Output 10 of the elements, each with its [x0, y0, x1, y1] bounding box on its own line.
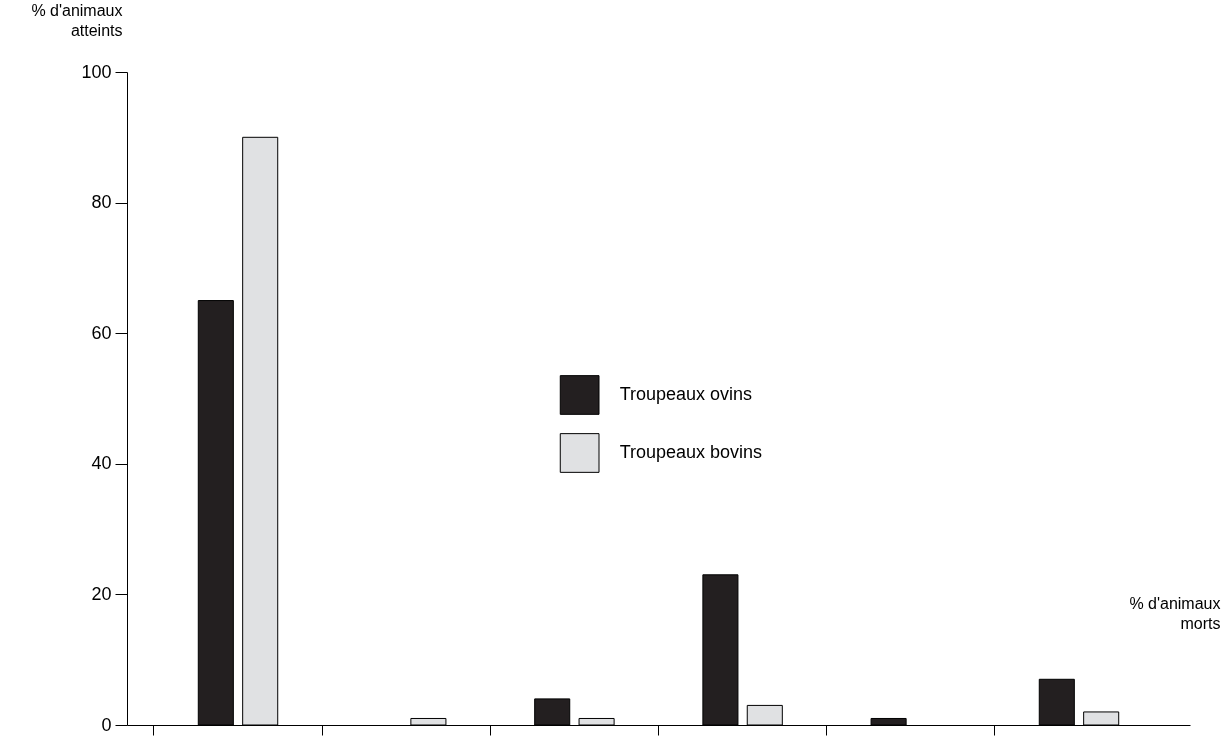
y-tick-label: 20 [91, 583, 112, 604]
y-tick-label: 80 [91, 192, 112, 213]
legend-label: Troupeaux bovins [619, 441, 763, 462]
legend-label: Troupeaux ovins [619, 383, 753, 404]
y-tick-label: 40 [91, 453, 112, 474]
y-tick-label: 0 [101, 714, 112, 735]
y-tick-label: 60 [91, 322, 112, 343]
y-tick-label: 100 [81, 61, 112, 82]
y-axis-title: % d'animaux atteints [31, 1, 123, 39]
x-axis-title: % d'animaux morts [1129, 594, 1221, 632]
